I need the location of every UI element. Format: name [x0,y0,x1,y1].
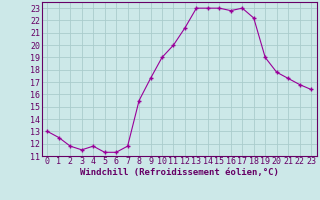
X-axis label: Windchill (Refroidissement éolien,°C): Windchill (Refroidissement éolien,°C) [80,168,279,177]
